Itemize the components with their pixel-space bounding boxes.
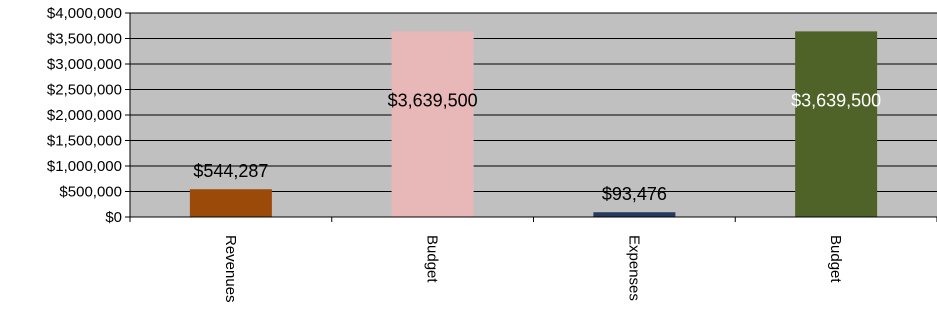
y-tick-label: $0: [105, 209, 122, 226]
data-label: $3,639,500: [791, 90, 881, 110]
data-label: $93,476: [602, 184, 667, 204]
category-label: Expenses: [625, 235, 642, 301]
category-label: Budget: [827, 235, 844, 283]
x-axis: [129, 13, 937, 222]
y-tick-label: $4,000,000: [47, 5, 122, 22]
y-tick-label: $3,500,000: [47, 31, 122, 48]
bar-budget: [795, 31, 878, 218]
category-labels: Revenues Budget Expenses Budget: [222, 235, 844, 303]
bar-revenues: [189, 189, 272, 217]
category-label: Revenues: [222, 235, 239, 303]
data-label: $544,287: [193, 161, 268, 181]
y-axis-ticks: $0 $500,000 $1,000,000 $1,500,000 $2,000,000…: [47, 5, 130, 226]
category-label: Budget: [424, 235, 441, 283]
data-labels: $544,287 $3,639,500 $93,476 $3,639,500: [193, 90, 881, 204]
bar-expenses: [593, 212, 676, 217]
y-tick-label: $3,000,000: [47, 56, 122, 73]
bar-budget: [391, 31, 474, 218]
y-tick-label: $500,000: [59, 184, 122, 201]
y-tick-label: $2,000,000: [47, 107, 122, 124]
bars: [189, 31, 878, 218]
y-tick-label: $1,000,000: [47, 158, 122, 175]
y-tick-label: $1,500,000: [47, 133, 122, 150]
data-label: $3,639,500: [388, 90, 478, 110]
y-tick-label: $2,500,000: [47, 82, 122, 99]
